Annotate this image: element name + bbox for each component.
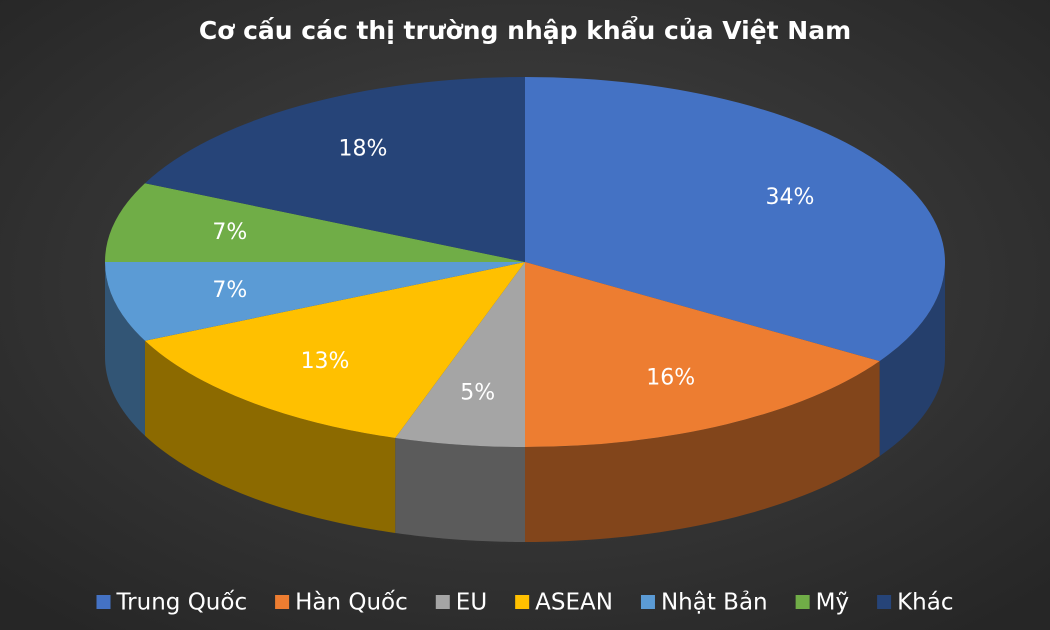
slice <box>525 77 946 362</box>
slice-side <box>105 262 145 436</box>
legend-label: Hàn Quốc <box>295 590 408 616</box>
legend-swatch <box>515 595 530 609</box>
slice-side <box>395 437 525 542</box>
legend-label: Nhật Bản <box>661 590 768 616</box>
slice <box>395 262 525 447</box>
legend-label: Trung Quốc <box>116 590 248 616</box>
slice <box>105 262 525 341</box>
legend-swatch <box>640 595 655 609</box>
slice-side <box>879 262 945 457</box>
legend: Trung Quốc Hàn Quốc EU ASEAN Nhật Bản Mỹ Khác <box>96 590 954 616</box>
legend-swatch <box>275 595 290 609</box>
slice <box>144 77 525 262</box>
legend-label: Mỹ <box>816 590 849 616</box>
data-label: 13% <box>301 349 350 374</box>
legend-swatch <box>96 595 111 609</box>
slice <box>525 262 880 447</box>
chart-title: Cơ cấu các thị trường nhập khẩu của Việt… <box>199 15 851 45</box>
slice-side <box>525 361 880 542</box>
legend-label: Khác <box>897 590 953 616</box>
data-label: 18% <box>339 137 388 162</box>
legend-swatch <box>877 595 892 609</box>
data-label: 16% <box>646 366 695 391</box>
data-label: 7% <box>212 220 247 245</box>
data-label: 5% <box>460 381 495 406</box>
legend-label: EU <box>456 590 487 616</box>
slice <box>144 262 525 438</box>
data-label: 7% <box>212 278 247 303</box>
slice <box>105 183 525 262</box>
slice-side <box>144 340 396 533</box>
legend-swatch <box>795 595 810 609</box>
legend-label: ASEAN <box>535 590 613 616</box>
data-label: 34% <box>766 185 815 210</box>
legend-swatch <box>435 595 450 609</box>
plot-area: 34% 16% 5% 13% 7% 7% 18% <box>105 77 946 542</box>
